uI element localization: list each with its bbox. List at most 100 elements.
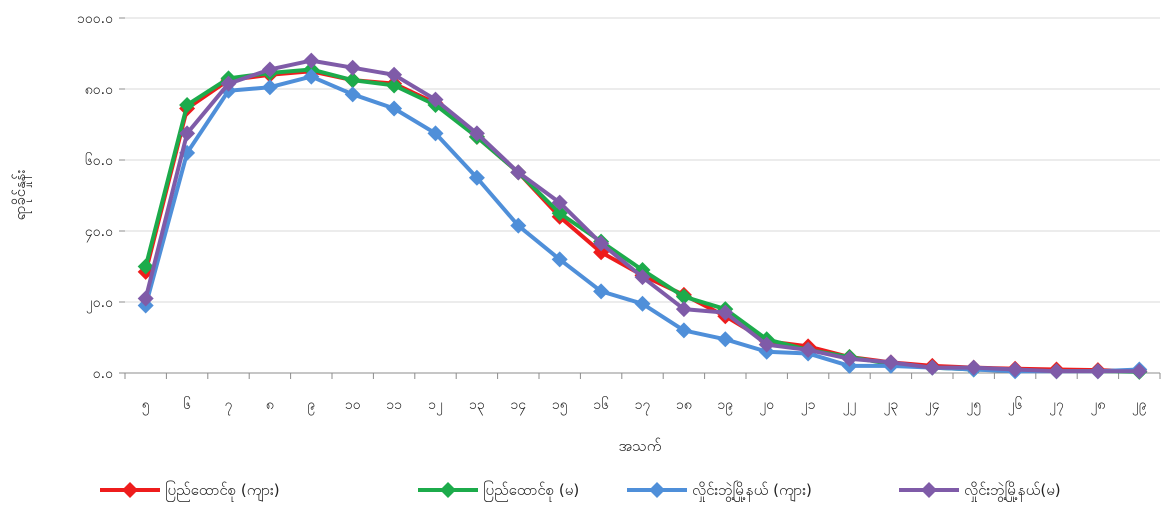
- series-group: [137, 52, 1148, 380]
- legend-label: ပြည်ထောင်စု (မ): [483, 480, 579, 502]
- data-point: [427, 91, 444, 108]
- data-point: [261, 79, 278, 96]
- legend-marker: [122, 482, 138, 498]
- series-line: [143, 69, 1140, 374]
- data-point: [179, 125, 196, 142]
- data-point: [634, 295, 651, 312]
- data-point: [593, 283, 610, 300]
- data-point: [220, 75, 237, 92]
- x-tick-label: ၉: [307, 397, 315, 415]
- series-3: [137, 52, 1148, 380]
- data-point: [137, 290, 154, 307]
- series-2: [137, 68, 1148, 380]
- legend-entry-2: လှိုင်းဘွဲ့မြို့နယ် (ကျား): [627, 480, 812, 502]
- y-tick-label: ၀.၀: [93, 366, 113, 382]
- x-tick-label: ၂၉: [1132, 397, 1147, 415]
- data-point: [386, 66, 403, 83]
- x-tick-label: ၂၇: [1049, 397, 1064, 415]
- data-point: [468, 169, 485, 186]
- y-tick-label: ၂၀.၀: [86, 295, 113, 313]
- legend-label: ပြည်ထောင်စု (ကျား): [165, 480, 280, 502]
- x-tick-label: ၈: [266, 397, 274, 413]
- data-point: [344, 72, 361, 89]
- y-tick-label: ၁၀၀.၀: [77, 11, 113, 27]
- legend: ပြည်ထောင်စု (ကျား) ပြည်ထောင်စု (မ) လှိုင်း…: [100, 480, 1061, 502]
- x-tick-label: ၂၂: [843, 397, 857, 415]
- data-point: [386, 100, 403, 117]
- gridlines: [125, 17, 1160, 303]
- series-line: [143, 74, 1140, 374]
- data-point: [137, 258, 154, 275]
- data-point: [841, 350, 858, 367]
- data-point: [924, 359, 941, 376]
- x-tick-label: ၂၄: [925, 397, 940, 415]
- x-tick-label: ၁၃: [469, 397, 485, 415]
- data-point: [468, 125, 485, 142]
- data-point: [675, 301, 692, 318]
- x-tick-label: ၂၈: [1090, 397, 1105, 415]
- data-point: [1089, 363, 1106, 380]
- legend-entry-1: ပြည်ထောင်စု (မ): [418, 480, 579, 502]
- x-tick-label: ၁၂: [428, 397, 443, 415]
- data-point: [179, 96, 196, 113]
- y-tick-label: ၈၀.၀: [85, 82, 113, 98]
- data-point: [593, 235, 610, 252]
- data-point: [303, 68, 320, 85]
- data-point: [675, 322, 692, 339]
- x-tick-label: ၁၁: [386, 397, 402, 413]
- data-point: [261, 61, 278, 78]
- y-tick-label: ၆၀.၀: [85, 153, 113, 169]
- x-axis-label: အသက်: [619, 437, 662, 455]
- x-tick-label: ၁၄: [510, 397, 526, 415]
- data-point: [965, 359, 982, 376]
- legend-label: လှိုင်းဘွဲ့မြို့နယ်(မ): [964, 480, 1061, 502]
- x-tick-label: ၁၅: [552, 397, 568, 415]
- y-tick-label: ၄၀.၀: [85, 224, 113, 242]
- data-point: [1131, 363, 1148, 380]
- x-tick-label: ၇: [225, 397, 233, 415]
- x-tick-label: ၂၆: [1008, 397, 1023, 415]
- x-tick-label: ၁၈: [676, 397, 692, 413]
- series-1: [137, 61, 1148, 380]
- data-point: [717, 331, 734, 348]
- data-point: [344, 59, 361, 76]
- data-point: [717, 304, 734, 321]
- x-tick-label: ၁၀: [345, 397, 361, 413]
- x-tick-label: ၆: [183, 397, 191, 413]
- data-point: [551, 251, 568, 268]
- data-point: [344, 86, 361, 103]
- data-point: [758, 336, 775, 353]
- x-tick-label: ၅: [142, 397, 150, 415]
- data-point: [634, 269, 651, 286]
- legend-label: လှိုင်းဘွဲ့မြို့နယ် (ကျား): [692, 480, 812, 502]
- data-point: [1048, 363, 1065, 380]
- data-point: [303, 52, 320, 69]
- x-tick-label: ၁၆: [593, 397, 609, 413]
- data-point: [510, 217, 527, 234]
- series-line: [143, 67, 1140, 374]
- legend-entry-3: လှိုင်းဘွဲ့မြို့နယ်(မ): [899, 480, 1061, 502]
- y-axis-label: ရာခိုင်နှုန်း: [11, 169, 32, 220]
- series-0: [137, 63, 1148, 380]
- y-axis-ticks: ၀.၀ ၂၀.၀ ၄၀.၀ ၆၀.၀ ၈၀.၀ ၁၀၀.၀: [77, 11, 125, 382]
- data-point: [427, 125, 444, 142]
- x-tick-label: ၂၀: [759, 397, 774, 415]
- x-tick-label: ၁၇: [635, 397, 651, 415]
- data-point: [386, 77, 403, 94]
- x-tick-label: ၂၁: [801, 397, 816, 415]
- legend-marker: [440, 482, 456, 498]
- legend-marker: [649, 482, 665, 498]
- series-line: [143, 58, 1140, 374]
- legend-entry-0: ပြည်ထောင်စု (ကျား): [100, 480, 280, 502]
- x-tick-label: ၂၅: [966, 397, 981, 415]
- data-point: [800, 341, 817, 358]
- data-point: [675, 288, 692, 305]
- data-point: [882, 354, 899, 371]
- x-axis-ticks: ၅ ၆ ၇ ၈ ၉ ၁၀ ၁၁ ၁၂ ၁၃ ၁၄ ၁၅ ၁၆ ၁၇ ၁၈ ၁၉ ၂၀ ၂၁ ၂၂ ၂၃ ၂၄ ၂၅ ၂၆ ၂…: [124, 373, 1161, 415]
- data-point: [551, 194, 568, 211]
- data-point: [510, 164, 527, 181]
- data-point: [1007, 361, 1024, 378]
- x-tick-label: ၁၉: [717, 397, 733, 415]
- legend-marker: [921, 482, 937, 498]
